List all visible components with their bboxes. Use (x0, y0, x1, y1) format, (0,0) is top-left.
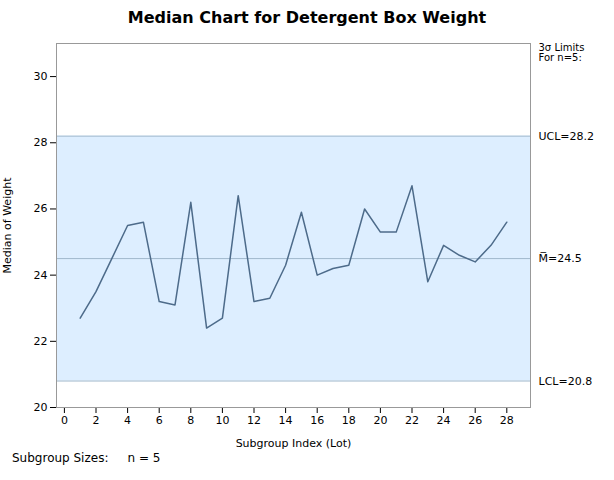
svg-text:26: 26 (468, 414, 482, 427)
svg-text:Median of Weight: Median of Weight (1, 177, 14, 274)
svg-text:UCL=28.2: UCL=28.2 (539, 130, 595, 143)
svg-text:3σ LimitsFor n=5:: 3σ LimitsFor n=5: (539, 42, 585, 63)
svg-text:20: 20 (373, 414, 387, 427)
svg-text:M̅=24.5: M̅=24.5 (539, 252, 582, 265)
svg-text:24: 24 (34, 269, 48, 282)
svg-text:6: 6 (156, 414, 163, 427)
svg-text:16: 16 (310, 414, 324, 427)
svg-text:2: 2 (93, 414, 100, 427)
svg-text:22: 22 (34, 335, 48, 348)
svg-text:28: 28 (500, 414, 514, 427)
svg-text:26: 26 (34, 202, 48, 215)
svg-text:0: 0 (61, 414, 68, 427)
svg-text:28: 28 (34, 136, 48, 149)
svg-text:24: 24 (437, 414, 451, 427)
svg-text:12: 12 (247, 414, 261, 427)
svg-text:Subgroup Index (Lot): Subgroup Index (Lot) (236, 437, 352, 450)
svg-text:LCL=20.8: LCL=20.8 (539, 375, 593, 388)
svg-text:20: 20 (34, 401, 48, 414)
svg-text:10: 10 (215, 414, 229, 427)
svg-text:8: 8 (187, 414, 194, 427)
html-text:Median Chart for Detergent Box: Median Chart for Detergent Box Weight (127, 8, 487, 27)
svg-text:18: 18 (342, 414, 356, 427)
svg-text:22: 22 (405, 414, 419, 427)
svg-text:4: 4 (124, 414, 131, 427)
html-text:Subgroup Sizes: n = 5: Subgroup Sizes: n = 5 (12, 451, 161, 465)
svg-text:30: 30 (34, 70, 48, 83)
svg-text:14: 14 (279, 414, 293, 427)
